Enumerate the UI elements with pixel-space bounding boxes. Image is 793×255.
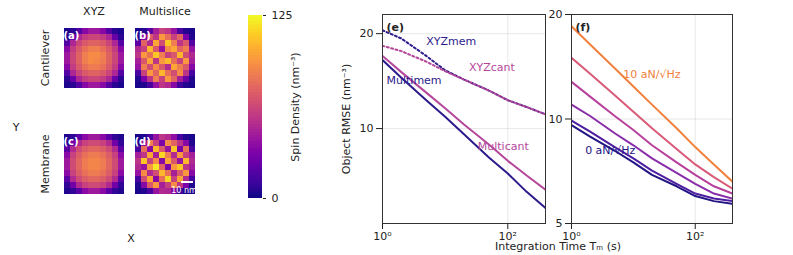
svg-text:(c): (c) [64, 136, 79, 147]
svg-text:10²: 10² [686, 230, 704, 243]
svg-text:10: 10 [360, 122, 374, 135]
svg-text:Multicant: Multicant [478, 140, 530, 153]
svg-text:(e): (e) [387, 21, 405, 34]
svg-text:XYZmem: XYZmem [426, 35, 476, 48]
svg-text:(d): (d) [135, 136, 151, 147]
svg-text:10⁰: 10⁰ [373, 230, 392, 243]
svg-text:20: 20 [360, 27, 374, 40]
svg-text:XYZcant: XYZcant [469, 61, 516, 74]
svg-text:125: 125 [272, 9, 293, 22]
svg-text:(a): (a) [64, 30, 80, 41]
svg-text:0 aN/√Hz: 0 aN/√Hz [585, 144, 635, 157]
svg-text:Spin Density (nm⁻³): Spin Density (nm⁻³) [289, 52, 302, 161]
svg-text:(f): (f) [576, 21, 591, 34]
svg-text:10: 10 [549, 113, 563, 126]
svg-text:0: 0 [272, 192, 279, 205]
svg-text:(b): (b) [135, 30, 151, 41]
svg-text:10 aN/√Hz: 10 aN/√Hz [623, 68, 680, 81]
svg-text:5: 5 [556, 217, 563, 230]
svg-text:Multimem: Multimem [387, 74, 442, 87]
svg-text:Object RMSE (nm⁻³): Object RMSE (nm⁻³) [340, 64, 353, 174]
svg-text:20: 20 [549, 8, 563, 21]
